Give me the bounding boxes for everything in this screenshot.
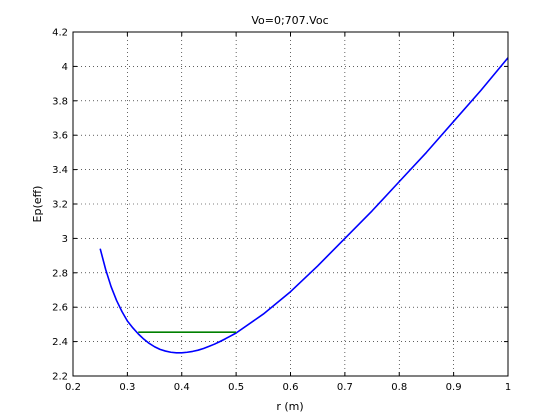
x-tick-label: 0.3: [119, 382, 135, 393]
x-tick-label: 0.2: [65, 382, 81, 393]
y-axis-label: Ep(eff): [31, 186, 44, 223]
y-tick-label: 3.4: [52, 165, 68, 176]
y-tick-label: 3: [62, 234, 68, 245]
y-tick-label: 3.8: [52, 96, 68, 107]
x-tick-label: 0.9: [446, 382, 462, 393]
y-tick-label: 4.2: [52, 28, 68, 39]
y-tick-label: 2.2: [52, 372, 68, 383]
y-tick-label: 3.6: [52, 131, 68, 142]
x-tick-label: 0.7: [337, 382, 353, 393]
x-tick-label: 0.5: [228, 382, 244, 393]
chart-title: Vo=0;707.Voc: [251, 14, 328, 27]
y-tick-label: 4: [62, 62, 68, 73]
ticks: [72, 31, 509, 377]
x-tick-label: 0.8: [391, 382, 407, 393]
series-line-1: [99, 57, 509, 354]
y-tick-label: 2.4: [52, 337, 68, 348]
x-tick-labels: 0.2 0.3 0.4 0.5 0.6 0.7 0.8 0.9 1: [65, 382, 511, 393]
x-tick-label: 1: [505, 382, 511, 393]
y-tick-labels: 2.2 2.4 2.6 2.8 3 3.2 3.4 3.6 3.8 4 4.2: [52, 28, 68, 383]
series-layer: [99, 57, 509, 354]
x-tick-label: 0.4: [174, 382, 190, 393]
x-tick-label: 0.6: [283, 382, 299, 393]
y-tick-label: 2.8: [52, 268, 68, 279]
x-axis-label: r (m): [276, 400, 303, 413]
y-tick-label: 2.6: [52, 303, 68, 314]
y-tick-label: 3.2: [52, 200, 68, 211]
